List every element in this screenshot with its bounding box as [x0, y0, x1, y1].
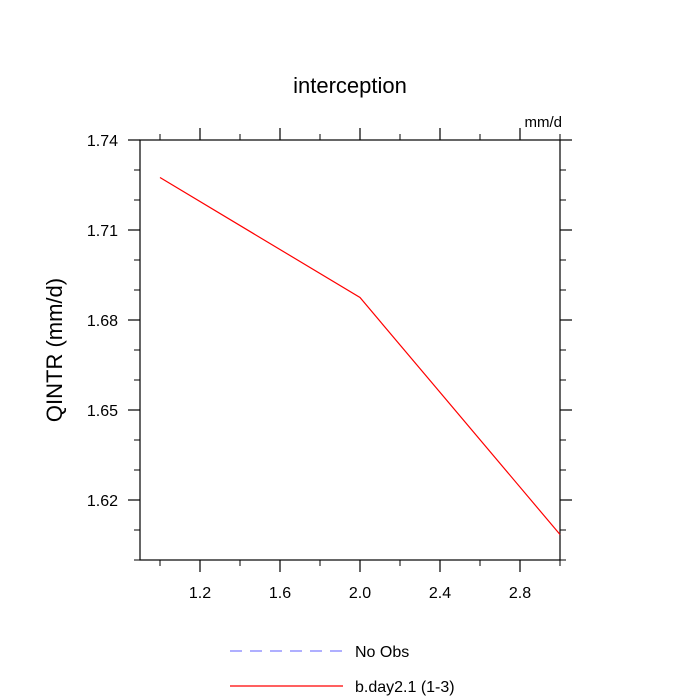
- series-group: [159, 176, 561, 535]
- legend-label: b.day2.1 (1-3): [355, 679, 455, 696]
- y-tick-label: 1.68: [87, 313, 118, 330]
- legend-label: No Obs: [355, 644, 409, 661]
- y-axis-label: QINTR (mm/d): [42, 278, 67, 422]
- x-tick-label: 1.6: [269, 585, 291, 602]
- x-tick-label: 2.4: [429, 585, 451, 602]
- tick-labels: 1.2 1.6 2.0 2.4 2.8 1.62 1.65 1.68 1.71 1.74: [87, 133, 531, 602]
- units-label: mm/d: [525, 114, 563, 131]
- y-tick-label: 1.62: [87, 493, 118, 510]
- chart-title: interception: [293, 73, 407, 98]
- x-tick-label: 2.0: [349, 585, 371, 602]
- legend: No Obs b.day2.1 (1-3): [230, 644, 455, 696]
- x-tick-label: 2.8: [509, 585, 531, 602]
- x-tick-label: 1.2: [189, 585, 211, 602]
- y-tick-label: 1.74: [87, 133, 118, 150]
- y-tick-label: 1.65: [87, 403, 118, 420]
- series-line: [159, 176, 561, 535]
- axis-ticks: [128, 128, 572, 572]
- y-tick-label: 1.71: [87, 223, 118, 240]
